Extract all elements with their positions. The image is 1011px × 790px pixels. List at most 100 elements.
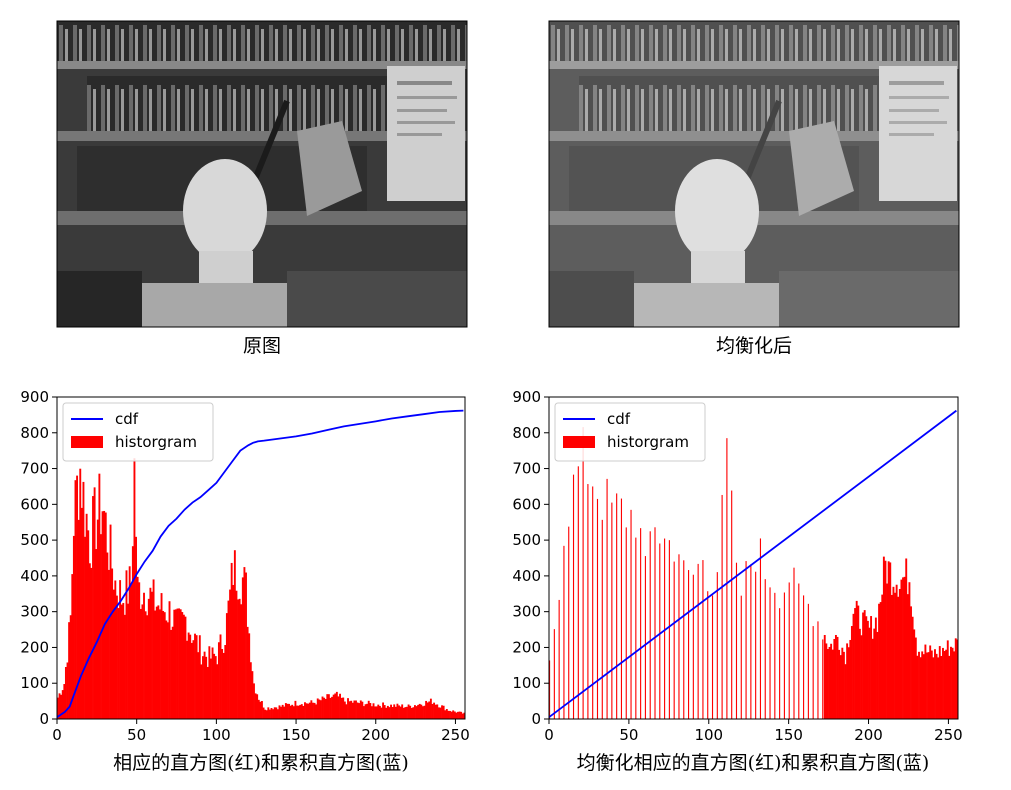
- histogram-bar: [312, 702, 314, 719]
- x-tick-label: 50: [127, 726, 146, 744]
- histogram-bar: [361, 701, 364, 719]
- histogram-bar: [264, 709, 267, 719]
- histogram-bar: [58, 693, 61, 719]
- histogram-bar: [906, 594, 909, 719]
- histogram-bar: [644, 556, 646, 719]
- histogram-bar: [382, 702, 385, 719]
- histogram-bar: [740, 595, 742, 719]
- histogram-bar: [205, 656, 208, 719]
- histogram-bar: [764, 579, 766, 719]
- histogram-bar: [828, 646, 831, 719]
- histogram-bar: [407, 704, 410, 719]
- histogram-bar: [339, 693, 341, 719]
- histogram-bar: [92, 496, 94, 719]
- y-tick-label: 100: [512, 674, 541, 692]
- histogram-bar: [222, 652, 225, 719]
- x-axis-label: 相应的直方图(红)和累积直方图(蓝): [113, 752, 409, 774]
- histogram-bar: [410, 707, 413, 719]
- histogram-bar: [143, 592, 145, 719]
- histogram-bar: [902, 577, 904, 719]
- histogram-bar: [463, 712, 465, 719]
- histogram-bar: [133, 458, 136, 719]
- histogram-bar: [390, 704, 392, 719]
- histogram-bar: [171, 626, 174, 719]
- histogram-bar: [823, 634, 826, 719]
- histogram-bar: [299, 704, 302, 719]
- histogram-bar: [136, 576, 139, 719]
- histogram-bar: [184, 616, 187, 719]
- x-tick-label: 100: [694, 726, 723, 744]
- histogram-bar: [123, 614, 126, 719]
- histogram-bar: [426, 702, 429, 719]
- histogram-bar: [954, 638, 957, 719]
- y-tick-label: 700: [512, 460, 541, 478]
- histogram-bar: [214, 656, 217, 719]
- histogram-bar: [716, 572, 718, 719]
- histogram-bar: [72, 535, 75, 719]
- y-tick-label: 900: [512, 388, 541, 406]
- histogram-bar: [227, 600, 230, 719]
- histogram-bar: [305, 703, 308, 719]
- histogram-bar: [558, 599, 560, 719]
- histogram-bar: [918, 651, 920, 719]
- histogram-bar: [216, 664, 219, 719]
- histogram-bar: [200, 664, 203, 719]
- histogram-bar: [833, 638, 836, 719]
- histogram-bar: [436, 704, 439, 719]
- histogram-bar: [356, 702, 359, 719]
- histogram-bar: [340, 697, 343, 719]
- histogram-bar: [838, 649, 841, 719]
- histogram-bar: [147, 598, 150, 719]
- histogram-bar: [858, 628, 861, 719]
- histogram-bar: [882, 556, 885, 719]
- y-tick-label: 800: [20, 424, 49, 442]
- legend-histogram-label: historgram: [607, 433, 689, 451]
- histogram-bar: [434, 704, 437, 719]
- y-tick-label: 200: [512, 638, 541, 656]
- histogram-bar: [257, 699, 260, 719]
- histogram-bar: [355, 700, 357, 719]
- histogram-bar: [202, 656, 204, 719]
- histogram-bar: [350, 700, 353, 719]
- histogram-bar: [620, 498, 623, 719]
- histogram-bar: [125, 570, 128, 719]
- y-tick-label: 400: [512, 567, 541, 585]
- original-image-caption: 原图: [243, 335, 281, 357]
- legend-cdf-label: cdf: [607, 410, 631, 428]
- histogram-bar: [95, 549, 98, 719]
- histogram-bar: [326, 694, 329, 719]
- histogram-bar: [421, 706, 424, 719]
- histogram-bar: [144, 611, 147, 719]
- histogram-bar: [334, 693, 337, 719]
- histogram-bar: [251, 671, 254, 719]
- histogram-bar: [359, 700, 362, 719]
- histogram-bar: [173, 609, 176, 719]
- histogram-bar: [755, 571, 757, 719]
- histogram-bar: [401, 704, 404, 719]
- histogram-bar: [353, 700, 356, 719]
- histogram-bar: [304, 702, 306, 719]
- histogram-bar: [425, 700, 428, 719]
- histogram-bar: [182, 614, 185, 719]
- histogram-bar: [219, 634, 222, 719]
- histogram-bar: [296, 705, 298, 719]
- histogram-bar: [370, 706, 373, 719]
- y-tick-label: 300: [20, 603, 49, 621]
- histogram-bar: [246, 626, 249, 719]
- histogram-bar: [568, 526, 570, 719]
- histogram-bar: [779, 608, 781, 719]
- histogram-bar: [112, 589, 115, 719]
- histogram-bar: [319, 700, 322, 719]
- histogram-bar: [120, 604, 123, 719]
- histogram-bar: [154, 610, 157, 719]
- histogram-bar: [195, 635, 198, 719]
- histogram-bar: [429, 698, 432, 719]
- histogram-bar: [364, 704, 367, 719]
- histogram-bar: [439, 707, 442, 719]
- histogram-bar: [910, 606, 912, 719]
- histogram-bar: [803, 595, 805, 719]
- histogram-bar: [162, 610, 165, 719]
- histogram-bar: [300, 704, 303, 719]
- x-tick-label: 0: [52, 726, 62, 744]
- histogram-bar: [673, 561, 675, 719]
